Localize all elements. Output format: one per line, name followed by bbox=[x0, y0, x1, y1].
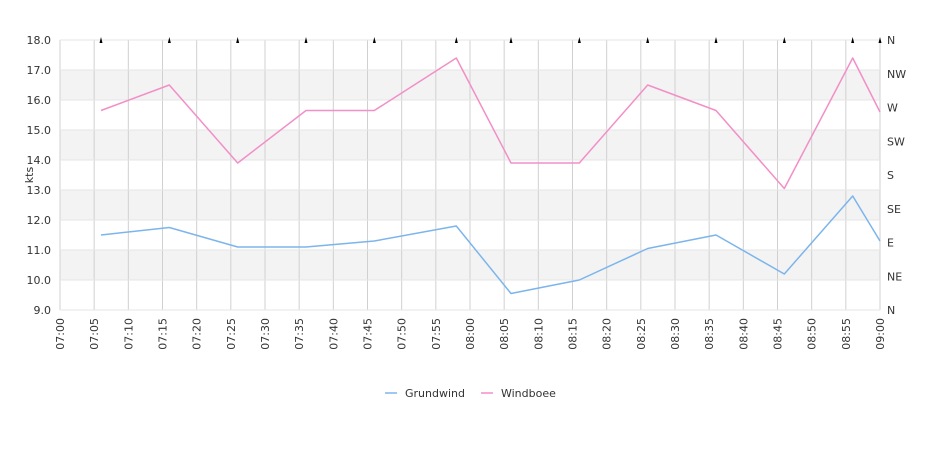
wind-direction-arrow bbox=[646, 37, 650, 43]
x-tick-label: 08:50 bbox=[806, 318, 819, 350]
right-axis-label: N bbox=[887, 304, 895, 317]
x-tick-label: 07:55 bbox=[430, 318, 443, 350]
vertical-gridlines bbox=[59, 40, 881, 310]
right-axis-ticks: N NW W SW S SE E NE N bbox=[887, 34, 906, 317]
wind-direction-arrow bbox=[851, 37, 855, 43]
y-axis-label: kts bbox=[23, 167, 36, 184]
right-axis-label: NE bbox=[887, 270, 902, 283]
wind-direction-arrow bbox=[509, 37, 513, 43]
x-tick-label: 07:05 bbox=[88, 318, 101, 350]
right-axis-label: SW bbox=[887, 135, 905, 148]
y-tick-label: 13.0 bbox=[27, 184, 52, 197]
x-tick-label: 07:15 bbox=[157, 318, 170, 350]
x-tick-label: 07:45 bbox=[362, 318, 375, 350]
direction-markers bbox=[99, 37, 882, 43]
wind-direction-arrow bbox=[372, 37, 376, 43]
x-tick-label: 07:40 bbox=[327, 318, 340, 350]
right-axis-label: E bbox=[887, 237, 894, 250]
series-line-grundwind bbox=[100, 195, 881, 295]
x-tick-label: 08:25 bbox=[635, 318, 648, 350]
x-tick-label: 08:20 bbox=[601, 318, 614, 350]
x-tick-label: 07:00 bbox=[54, 318, 67, 350]
wind-direction-arrow bbox=[99, 37, 103, 43]
y-tick-label: 12.0 bbox=[27, 214, 52, 227]
right-axis-label: S bbox=[887, 169, 894, 182]
legend-label: Grundwind bbox=[405, 387, 465, 400]
x-tick-label: 08:10 bbox=[532, 318, 545, 350]
wind-direction-arrow bbox=[167, 37, 171, 43]
y-tick-label: 16.0 bbox=[27, 94, 52, 107]
wind-direction-arrow bbox=[304, 37, 308, 43]
y-tick-label: 10.0 bbox=[27, 274, 52, 287]
series-line-windboee bbox=[100, 57, 881, 190]
x-tick-label: 08:15 bbox=[567, 318, 580, 350]
y-tick-label: 18.0 bbox=[27, 34, 52, 47]
y-tick-label: 11.0 bbox=[27, 244, 52, 257]
y-axis-ticks: 18.0 17.0 16.0 15.0 14.0 13.0 12.0 11.0 10.0 9.0 bbox=[27, 34, 52, 317]
x-tick-label: 08:40 bbox=[737, 318, 750, 350]
x-tick-label: 07:50 bbox=[396, 318, 409, 350]
x-tick-label: 07:10 bbox=[122, 318, 135, 350]
wind-direction-arrow bbox=[714, 37, 718, 43]
x-tick-label: 07:30 bbox=[259, 318, 272, 350]
wind-direction-arrow bbox=[878, 37, 882, 43]
x-tick-label: 08:35 bbox=[703, 318, 716, 350]
right-axis-label: W bbox=[887, 102, 898, 115]
wind-direction-arrow bbox=[577, 37, 581, 43]
series-lines bbox=[100, 57, 881, 295]
x-tick-label: 07:25 bbox=[225, 318, 238, 350]
x-tick-label: 08:00 bbox=[464, 318, 477, 350]
x-tick-label: 08:45 bbox=[772, 318, 785, 350]
y-tick-label: 17.0 bbox=[27, 64, 52, 77]
y-tick-label: 9.0 bbox=[34, 304, 52, 317]
wind-direction-arrow bbox=[782, 37, 786, 43]
legend: Grundwind Windboee bbox=[385, 387, 556, 400]
x-tick-label: 07:20 bbox=[191, 318, 204, 350]
wind-direction-arrow bbox=[236, 37, 240, 43]
legend-label: Windboee bbox=[501, 387, 556, 400]
x-tick-label: 07:35 bbox=[293, 318, 306, 350]
wind-direction-arrow bbox=[454, 37, 458, 43]
x-tick-label: 08:30 bbox=[669, 318, 682, 350]
right-axis-label: N bbox=[887, 34, 895, 47]
x-tick-label: 09:00 bbox=[874, 318, 887, 350]
x-tick-label: 08:05 bbox=[498, 318, 511, 350]
x-tick-label: 08:55 bbox=[840, 318, 853, 350]
right-axis-label: NW bbox=[887, 68, 906, 81]
y-tick-label: 15.0 bbox=[27, 124, 52, 137]
y-tick-label: 14.0 bbox=[27, 154, 52, 167]
x-axis-ticks: 07:00 07:05 07:10 07:15 07:20 07:25 07:30 07:35… bbox=[54, 318, 887, 350]
right-axis-label: SE bbox=[887, 203, 901, 216]
